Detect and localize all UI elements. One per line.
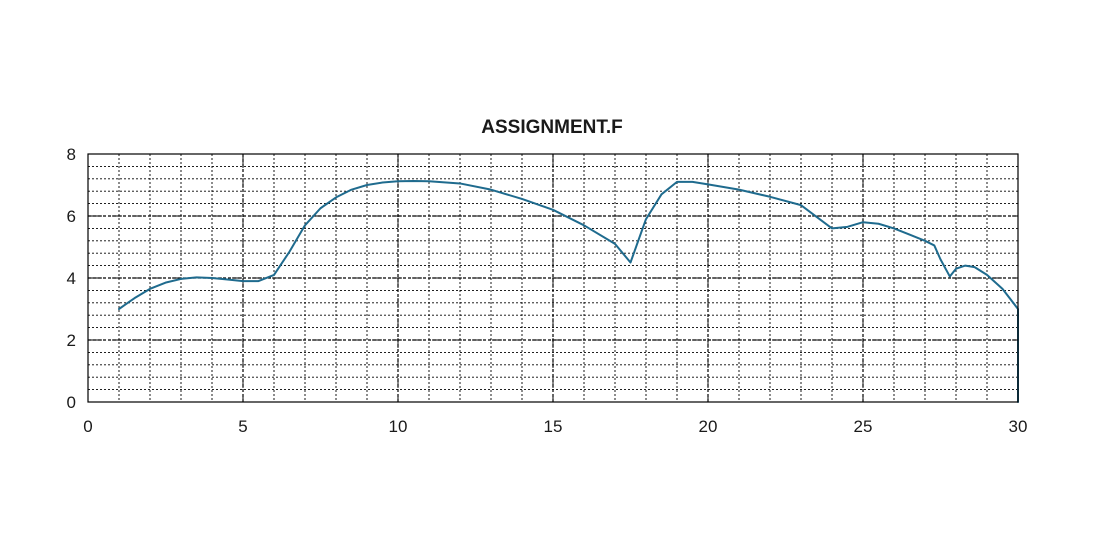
x-tick-label: 15 — [544, 417, 563, 436]
x-tick-label: 0 — [83, 417, 92, 436]
y-tick-label: 0 — [67, 393, 76, 412]
x-tick-label: 10 — [389, 417, 408, 436]
y-tick-label: 6 — [67, 207, 76, 226]
x-axis: 0 5 10 15 20 25 30 — [83, 154, 1027, 436]
x-tick-label: 5 — [238, 417, 247, 436]
y-axis: 0 2 4 6 8 — [67, 145, 1018, 412]
x-tick-label: 20 — [699, 417, 718, 436]
y-tick-label: 4 — [67, 269, 76, 288]
x-tick-label: 30 — [1009, 417, 1028, 436]
x-tick-label: 25 — [854, 417, 873, 436]
y-tick-label: 8 — [67, 145, 76, 164]
series-line-0 — [118, 179, 1019, 403]
series-layer — [118, 179, 1019, 403]
y-tick-label: 2 — [67, 331, 76, 350]
chart-title: ASSIGNMENT.F — [481, 117, 622, 138]
major-grid — [88, 154, 1018, 402]
